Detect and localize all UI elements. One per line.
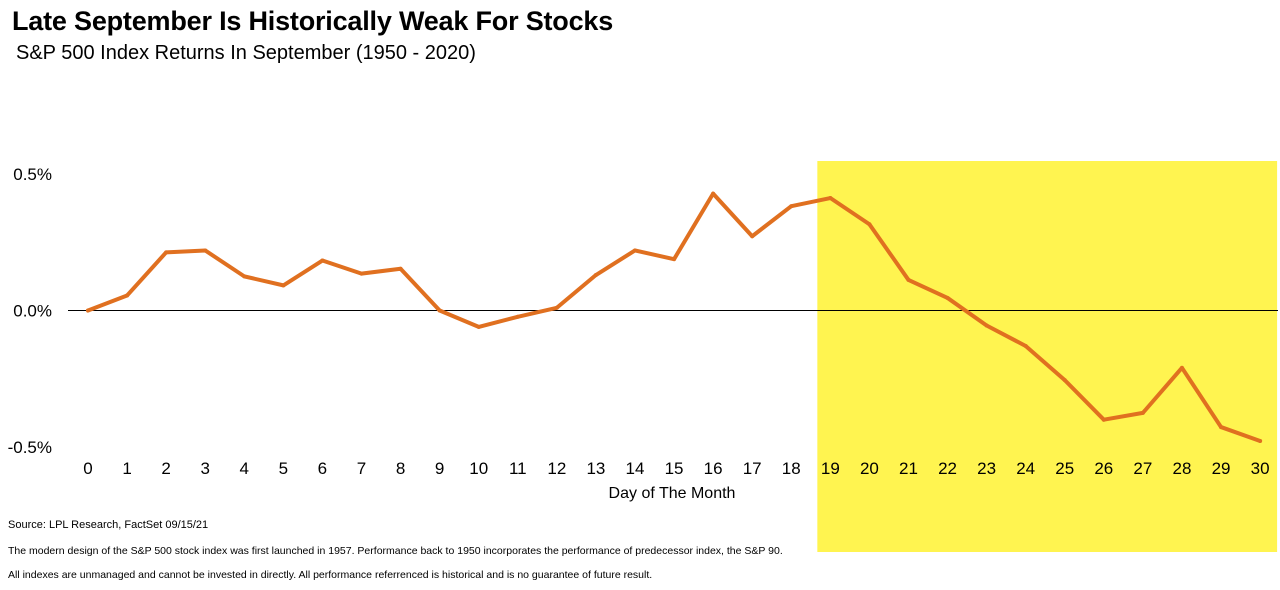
data-point bbox=[593, 273, 598, 278]
x-tick-label: 15 bbox=[665, 459, 684, 478]
y-tick-label: 0.5% bbox=[13, 165, 52, 184]
y-axis-ticks: 0.5% 0.0% -0.5% bbox=[8, 165, 52, 457]
data-point bbox=[1140, 410, 1145, 415]
data-point bbox=[1258, 438, 1263, 443]
data-point bbox=[867, 222, 872, 227]
x-tick-label: 14 bbox=[626, 459, 645, 478]
data-point bbox=[711, 191, 716, 196]
data-point bbox=[750, 234, 755, 239]
x-tick-label: 19 bbox=[821, 459, 840, 478]
x-tick-label: 26 bbox=[1094, 459, 1113, 478]
x-tick-label: 13 bbox=[586, 459, 605, 478]
x-tick-label: 9 bbox=[435, 459, 444, 478]
data-point bbox=[86, 308, 90, 313]
data-point bbox=[203, 248, 208, 253]
x-tick-label: 1 bbox=[122, 459, 131, 478]
data-point bbox=[828, 196, 833, 201]
data-point bbox=[554, 305, 559, 310]
footnote-history: The modern design of the S&P 500 stock i… bbox=[8, 545, 783, 557]
data-point bbox=[789, 204, 794, 209]
data-point bbox=[1062, 378, 1067, 383]
x-tick-label: 20 bbox=[860, 459, 879, 478]
data-point bbox=[1219, 425, 1224, 430]
late-september-highlight bbox=[817, 161, 1278, 552]
source-note: Source: LPL Research, FactSet 09/15/21 bbox=[8, 519, 209, 531]
y-tick-label: -0.5% bbox=[8, 438, 52, 457]
data-point bbox=[242, 274, 247, 279]
x-tick-label: 18 bbox=[782, 459, 801, 478]
x-tick-label: 24 bbox=[1016, 459, 1035, 478]
chart-subtitle: S&P 500 Index Returns In September (1950… bbox=[16, 42, 476, 64]
data-point bbox=[437, 308, 442, 313]
x-tick-label: 5 bbox=[279, 459, 288, 478]
data-point bbox=[281, 283, 286, 288]
data-point bbox=[632, 248, 637, 253]
x-tick-label: 29 bbox=[1212, 459, 1231, 478]
data-point bbox=[672, 257, 677, 262]
data-point bbox=[359, 271, 364, 276]
x-tick-label: 21 bbox=[899, 459, 918, 478]
x-tick-label: 0 bbox=[83, 459, 92, 478]
x-tick-label: 27 bbox=[1133, 459, 1152, 478]
x-tick-label: 6 bbox=[318, 459, 327, 478]
data-point bbox=[515, 314, 520, 319]
data-point bbox=[1179, 365, 1184, 370]
data-point bbox=[1101, 417, 1106, 422]
x-tick-label: 10 bbox=[469, 459, 488, 478]
x-tick-label: 3 bbox=[200, 459, 209, 478]
x-tick-label: 25 bbox=[1055, 459, 1074, 478]
x-axis-ticks: 0 1 2 3 4 5 6 7 8 9 10 11 12 13 14 15 16 17 18 19 20 21 22 23 24… bbox=[83, 459, 1269, 478]
y-tick-label: 0.0% bbox=[13, 302, 52, 321]
data-point bbox=[906, 277, 911, 282]
data-point bbox=[984, 323, 989, 328]
data-points bbox=[86, 191, 1263, 443]
x-tick-label: 22 bbox=[938, 459, 957, 478]
data-point bbox=[164, 250, 169, 255]
x-tick-label: 2 bbox=[161, 459, 170, 478]
x-tick-label: 7 bbox=[357, 459, 366, 478]
data-point bbox=[476, 324, 481, 329]
x-tick-label: 23 bbox=[977, 459, 996, 478]
x-axis-label: Day of The Month bbox=[609, 485, 736, 502]
data-point bbox=[945, 295, 950, 300]
data-point bbox=[398, 266, 403, 271]
x-tick-label: 8 bbox=[396, 459, 405, 478]
x-tick-label: 12 bbox=[547, 459, 566, 478]
x-tick-label: 17 bbox=[743, 459, 762, 478]
chart-title: Late September Is Historically Weak For … bbox=[12, 6, 614, 36]
data-point bbox=[125, 293, 130, 298]
x-tick-label: 30 bbox=[1251, 459, 1270, 478]
x-tick-label: 11 bbox=[509, 459, 527, 478]
data-point bbox=[320, 258, 325, 263]
data-point bbox=[1023, 343, 1028, 348]
footnote-disclaimer: All indexes are unmanaged and cannot be … bbox=[8, 569, 653, 581]
x-tick-label: 16 bbox=[704, 459, 723, 478]
x-tick-label: 4 bbox=[240, 459, 249, 478]
x-tick-label: 28 bbox=[1172, 459, 1191, 478]
